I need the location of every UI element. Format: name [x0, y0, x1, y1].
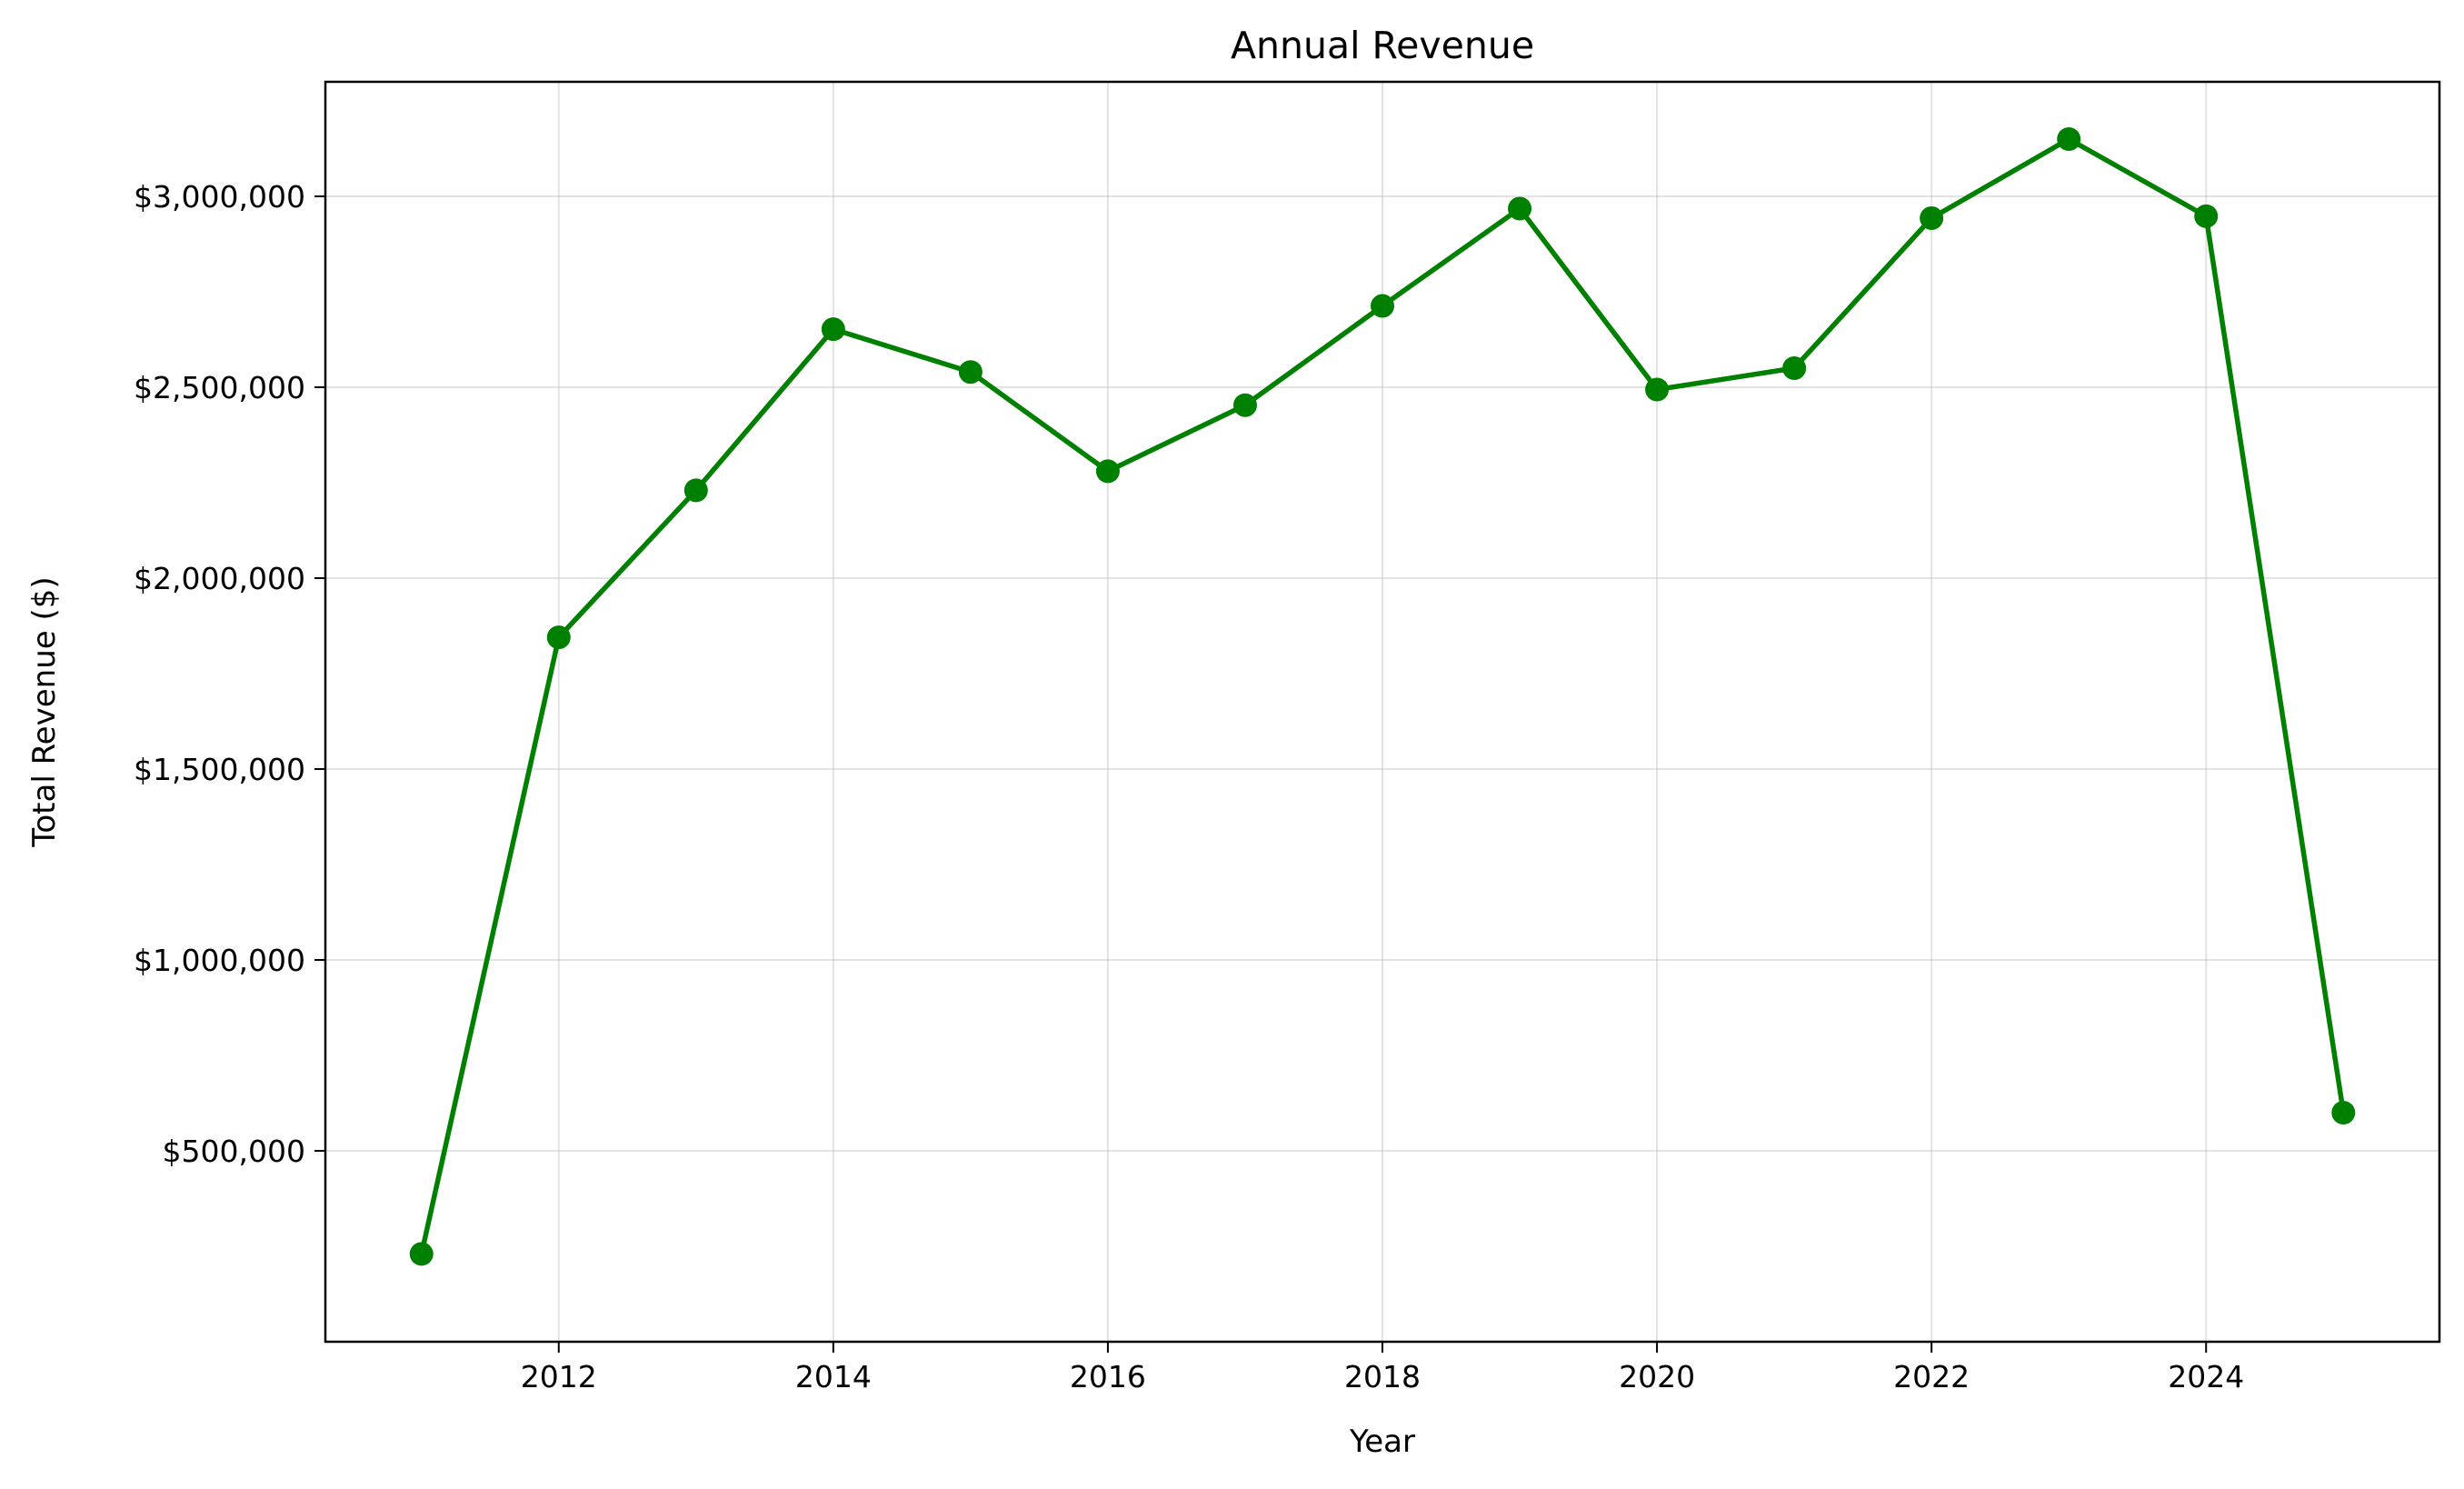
y-tick-label: $2,500,000 — [134, 370, 305, 405]
data-point — [2194, 204, 2219, 228]
series-layer — [409, 127, 2356, 1266]
y-tick-label: $1,500,000 — [134, 752, 305, 787]
data-point — [2057, 127, 2081, 151]
grid-lines — [325, 82, 2439, 1342]
x-tick-label: 2022 — [1893, 1359, 1970, 1394]
y-tick-label: $2,000,000 — [134, 561, 305, 596]
data-point — [683, 478, 708, 503]
x-tick-label: 2016 — [1070, 1359, 1146, 1394]
data-point — [821, 317, 845, 342]
data-point — [2331, 1101, 2356, 1124]
data-point — [1920, 205, 1944, 230]
data-point — [1645, 377, 1670, 402]
y-tick-label: $1,000,000 — [134, 943, 305, 978]
chart-title: Annual Revenue — [1231, 24, 1534, 67]
data-point — [1508, 196, 1532, 221]
y-tick-label: $3,000,000 — [134, 179, 305, 215]
data-point — [1095, 459, 1120, 484]
x-tick-label: 2020 — [1619, 1359, 1695, 1394]
x-tick-label: 2024 — [2168, 1359, 2244, 1394]
data-point — [1232, 393, 1257, 417]
data-point — [409, 1242, 434, 1266]
x-axis-label: Year — [1349, 1424, 1415, 1460]
axis-ticks: 2012 2014 2016 2018 2020 2022 2024 $500,000 $1,0… — [134, 179, 2244, 1394]
y-tick-label: $500,000 — [163, 1134, 305, 1169]
data-point — [958, 360, 983, 385]
x-tick-label: 2014 — [795, 1359, 872, 1394]
data-point — [1782, 356, 1807, 380]
x-tick-label: 2012 — [521, 1359, 597, 1394]
data-point — [1371, 294, 1394, 318]
x-tick-label: 2018 — [1344, 1359, 1421, 1394]
data-point — [546, 625, 571, 650]
y-axis-label: Total Revenue ($) — [26, 576, 63, 847]
